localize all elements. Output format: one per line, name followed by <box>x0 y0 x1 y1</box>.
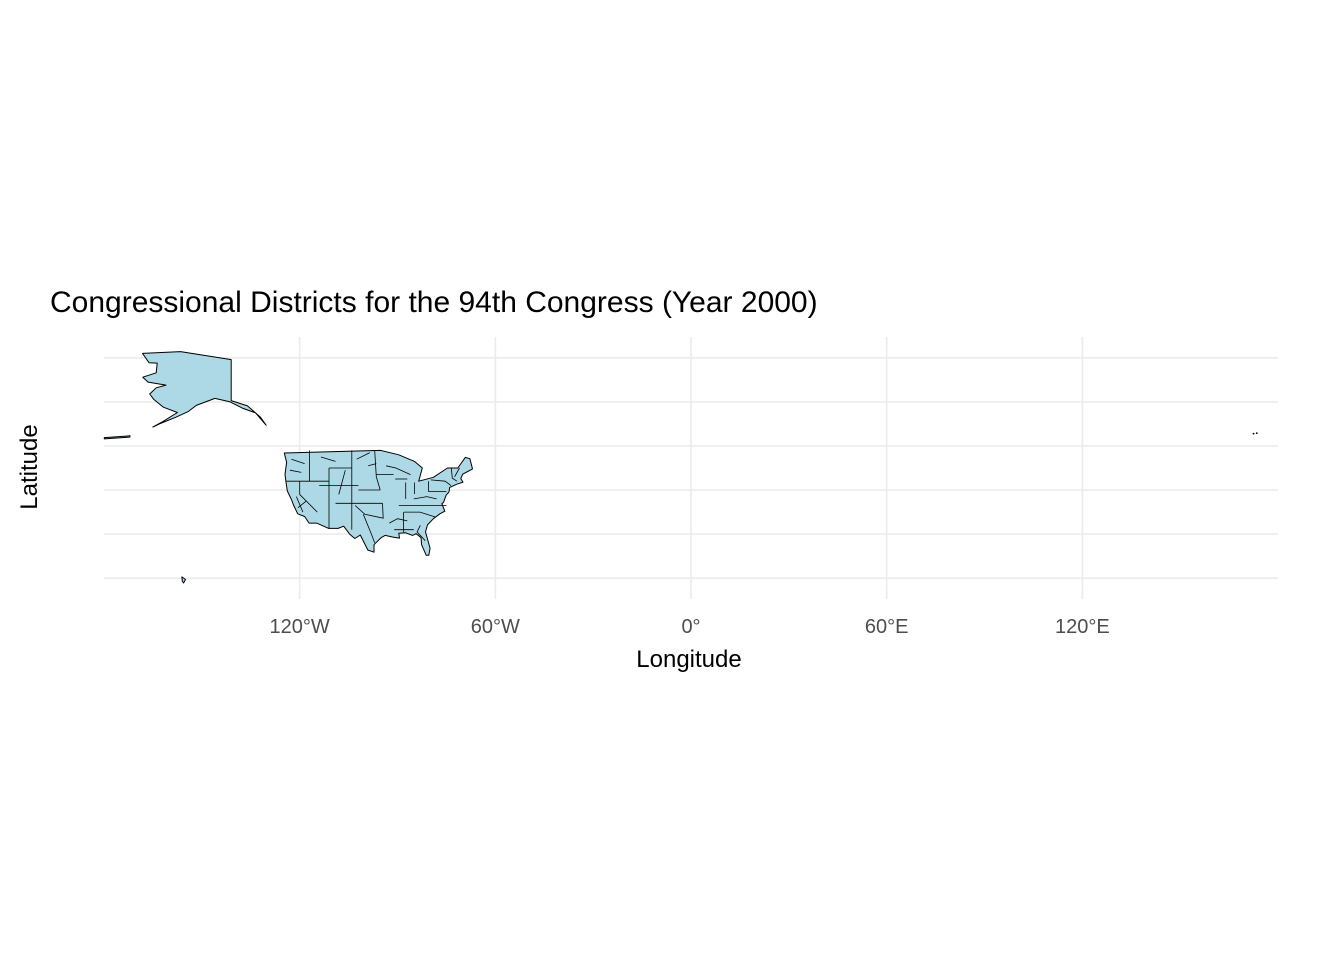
x-tick-label: 0° <box>681 616 700 638</box>
district-boundary <box>362 514 376 544</box>
x-tick-label: 120°E <box>1055 616 1110 638</box>
district-boundary <box>338 470 346 495</box>
district-boundary <box>299 481 318 513</box>
x-tick-label: 60°E <box>865 616 909 638</box>
island-point <box>1255 432 1258 435</box>
district-boundary <box>454 467 460 477</box>
district-boundary <box>291 458 305 464</box>
map-regions <box>103 351 1258 584</box>
district-boundary <box>368 463 377 467</box>
district-boundary <box>389 518 408 524</box>
region-hawaii <box>181 576 186 584</box>
district-boundary <box>320 456 336 462</box>
district-boundary <box>428 481 447 492</box>
district-boundary <box>289 469 302 473</box>
y-axis-title: Latitude <box>16 424 43 509</box>
district-boundary <box>430 479 452 486</box>
district-boundary <box>297 500 307 509</box>
x-tick-label: 120°W <box>270 616 330 638</box>
region-aleutians <box>103 435 131 440</box>
district-boundary <box>450 467 458 482</box>
district-boundary <box>296 496 304 513</box>
region-alaska <box>142 351 267 428</box>
district-boundary <box>354 503 384 519</box>
region-contiguous-us <box>283 449 473 556</box>
island-point <box>1252 432 1255 435</box>
district-boundary <box>413 496 437 500</box>
x-tick-label: 60°W <box>471 616 520 638</box>
gridlines <box>104 337 1278 599</box>
district-boundaries <box>286 450 460 544</box>
chart-title: Congressional Districts for the 94th Con… <box>50 286 818 319</box>
district-boundary <box>386 465 411 475</box>
x-tick-labels: 120°W 60°W 0° 60°E 120°E <box>270 616 1110 638</box>
district-boundary <box>404 511 436 518</box>
district-boundary <box>356 452 370 460</box>
district-boundary <box>416 525 426 541</box>
x-axis-title: Longitude <box>636 646 741 673</box>
district-boundary <box>374 450 381 491</box>
